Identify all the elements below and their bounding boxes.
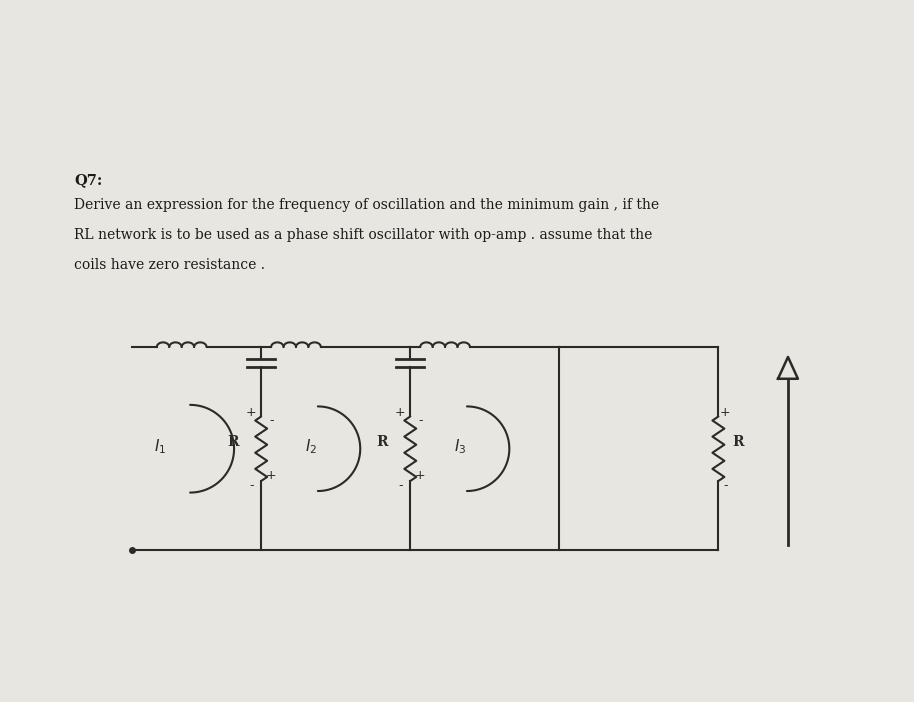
Text: $\mathit{I}_3$: $\mathit{I}_3$ [453,437,466,456]
Text: +: + [415,469,426,482]
Text: -: - [249,479,253,492]
Text: $\mathit{I}_1$: $\mathit{I}_1$ [154,437,166,456]
Text: +: + [395,406,406,420]
Text: Q7:: Q7: [74,173,102,187]
Text: R: R [228,435,239,449]
Text: Derive an expression for the frequency of oscillation and the minimum gain , if : Derive an expression for the frequency o… [74,198,660,212]
Text: +: + [246,406,257,420]
Text: -: - [399,479,402,492]
Text: $\mathit{I}_2$: $\mathit{I}_2$ [304,437,317,456]
Text: R: R [377,435,388,449]
Text: -: - [269,414,273,428]
Text: R: R [732,435,744,449]
Text: +: + [720,406,730,420]
Text: -: - [418,414,422,428]
Text: RL network is to be used as a phase shift oscillator with op-amp . assume that t: RL network is to be used as a phase shif… [74,228,653,242]
Text: +: + [266,469,276,482]
Text: coils have zero resistance .: coils have zero resistance . [74,258,265,272]
Text: -: - [723,479,728,492]
